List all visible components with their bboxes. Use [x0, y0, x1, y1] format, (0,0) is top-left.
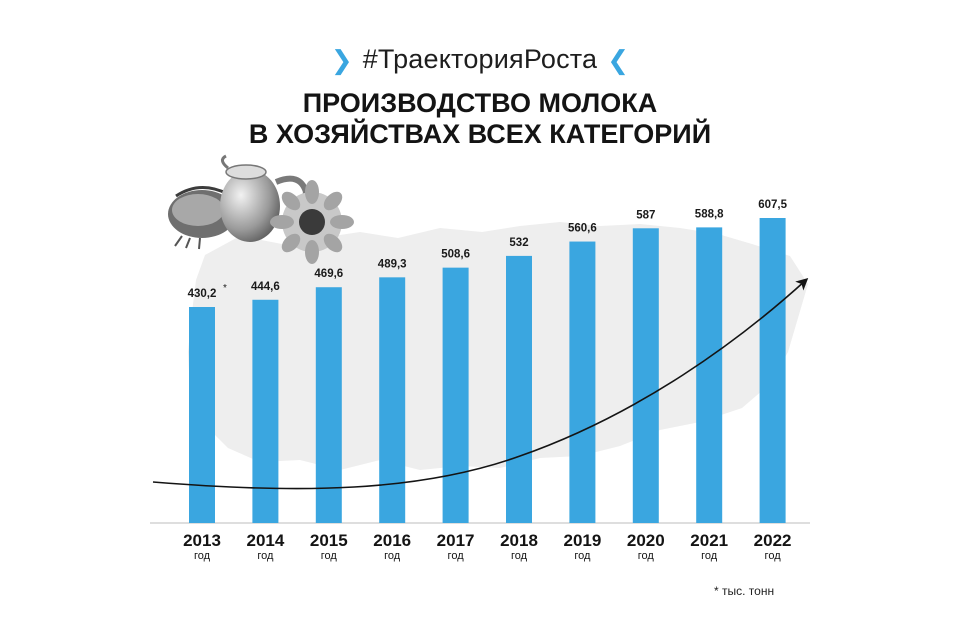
chevron-left-icon: ❮	[607, 44, 630, 75]
year-label-2018: 2018	[500, 531, 538, 550]
trend-arrow	[152, 277, 809, 490]
bar-2017	[442, 267, 469, 523]
unit-footnote: * тыс. тонн	[714, 584, 775, 598]
chevron-right-icon: ❯	[330, 44, 353, 75]
year-label-2022: 2022	[754, 531, 792, 550]
bar-2020	[632, 228, 659, 523]
year-label-2014: 2014	[246, 531, 284, 550]
value-label-2018: 532	[509, 237, 528, 249]
bar-2022	[759, 218, 786, 523]
bar-2015	[315, 287, 342, 523]
year-suffix-2021: год	[701, 550, 718, 562]
year-label-2020: 2020	[627, 531, 665, 550]
year-suffix-2015: год	[321, 550, 338, 562]
sunflower-icon	[270, 180, 354, 264]
year-label-2019: 2019	[563, 531, 601, 550]
milk-jug-illustration	[168, 154, 310, 250]
hashtag: #ТраекторияРоста	[362, 44, 598, 74]
year-suffix-2022: год	[765, 550, 782, 562]
year-suffix-2020: год	[638, 550, 655, 562]
value-label-marker: *	[223, 283, 227, 294]
value-label-2020: 587	[636, 209, 655, 221]
year-label-2015: 2015	[310, 531, 348, 550]
bar-2018	[506, 255, 532, 523]
bar-2016	[379, 277, 406, 523]
labels-group: 430,2 *2013год444,62014год469,62015год489…	[183, 199, 791, 562]
year-suffix-2016: год	[384, 550, 401, 562]
year-label-2013: 2013	[183, 531, 221, 550]
bar-2014	[252, 299, 279, 523]
title-line-1: ПРОИЗВОДСТВО МОЛОКА	[302, 88, 658, 118]
value-label-2022: 607,5	[758, 199, 787, 211]
year-label-2017: 2017	[437, 531, 475, 550]
value-label-2015: 469,6	[314, 268, 343, 280]
page-title: ПРОИЗВОДСТВО МОЛОКА В ХОЗЯЙСТВАХ ВСЕХ КА…	[0, 88, 960, 150]
bar-2013	[189, 307, 215, 523]
year-suffix-2014: год	[257, 550, 274, 562]
value-label-2017: 508,6	[441, 249, 470, 261]
year-label-2021: 2021	[690, 531, 728, 550]
value-label-2019: 560,6	[568, 223, 597, 235]
year-suffix-2019: год	[574, 550, 591, 562]
year-suffix-2018: год	[511, 550, 528, 562]
value-label-2014: 444,6	[251, 281, 280, 293]
year-suffix-2017: год	[448, 550, 465, 562]
title-line-2: В ХОЗЯЙСТВАХ ВСЕХ КАТЕГОРИЙ	[248, 119, 712, 149]
bar-2021	[696, 227, 723, 524]
bar-2019	[569, 241, 596, 523]
hashtag-row: ❯ #ТраекторияРоста ❮	[0, 44, 960, 75]
year-label-2016: 2016	[373, 531, 411, 550]
value-label-2021: 588,8	[695, 208, 724, 220]
year-suffix-2013: год	[194, 550, 211, 562]
value-label-2013: 430,2	[188, 288, 217, 300]
bars-group	[189, 218, 786, 524]
value-label-2016: 489,3	[378, 258, 407, 270]
